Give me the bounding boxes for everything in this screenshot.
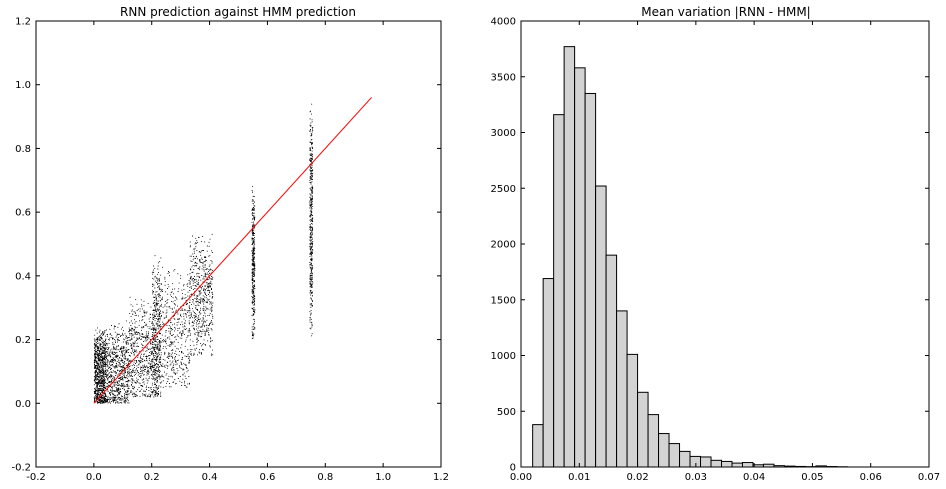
y-tick-label: 3000 — [491, 128, 516, 139]
y-tick-label: 3500 — [491, 72, 516, 83]
x-tick-label: 0.03 — [685, 472, 707, 483]
histogram-bar — [595, 185, 607, 468]
scatter-axes: -0.2 0.0 0.2 0.4 0.6 0.8 1.0 1.2 -0.2 0.0 0.2 0.4 0.… — [11, 17, 448, 484]
histogram-bar — [741, 462, 754, 468]
y-tick-label: 2000 — [491, 240, 516, 251]
x-tick-label: -0.2 — [26, 472, 46, 483]
x-tick-label: 0.06 — [860, 472, 882, 483]
x-tick-label: 0.01 — [568, 472, 590, 483]
y-tick-label: 0.8 — [15, 144, 31, 155]
histogram-bar — [700, 456, 712, 468]
histogram-bar — [553, 114, 565, 468]
scatter-plot-frame — [35, 20, 442, 468]
x-tick-label: 0.6 — [259, 472, 275, 483]
x-tick-label: 0.8 — [317, 472, 333, 483]
y-tick-label: 0.0 — [15, 399, 31, 410]
x-tick-label: 0.2 — [144, 472, 160, 483]
histogram-bar — [542, 278, 555, 468]
x-tick-label: 0.07 — [918, 472, 940, 483]
histogram-bar — [563, 46, 576, 468]
histogram-axes: 0.00 0.01 0.02 0.03 0.04 0.05 0.06 0.07 0 500 1000… — [491, 17, 941, 484]
histogram-bar — [616, 310, 628, 468]
histogram-bar — [626, 353, 639, 468]
x-tick-label: 0.00 — [510, 472, 532, 483]
y-tick-label: 500 — [497, 407, 516, 418]
y-tick-label: 1000 — [491, 351, 516, 362]
reference-line-group — [93, 97, 372, 404]
histogram-bar — [584, 92, 597, 468]
histogram-plot-frame — [520, 20, 930, 468]
y-tick-label: 0.4 — [15, 271, 31, 282]
histogram-panel: Mean variation |RNN - HMM| 0.00 0.01 0.02 0… — [491, 5, 941, 483]
y-tick-label: 0.6 — [15, 208, 31, 219]
histogram-bars — [532, 46, 848, 468]
x-tick-label: 1.2 — [433, 472, 449, 483]
y-tick-label: 4000 — [491, 17, 516, 28]
y-tick-label: 2500 — [491, 184, 516, 195]
histogram-bar — [647, 414, 660, 468]
y-tick-label: 0.2 — [15, 335, 31, 346]
x-tick-label: 0.0 — [86, 472, 102, 483]
scatter-panel: RNN prediction against HMM prediction -0… — [11, 5, 448, 483]
histogram-bar — [679, 450, 691, 468]
y-tick-label: 0 — [510, 463, 516, 474]
y-tick-label: -0.2 — [11, 463, 31, 474]
histogram-bar — [689, 455, 702, 468]
scatter-points — [93, 103, 314, 404]
y-tick-label: 1.0 — [15, 80, 31, 91]
histogram-title: Mean variation |RNN - HMM| — [641, 5, 810, 19]
histogram-bar — [668, 443, 681, 468]
reference-line — [93, 97, 372, 404]
histogram-bar — [532, 424, 544, 468]
histogram-bar — [658, 433, 670, 468]
x-tick-label: 0.4 — [202, 472, 218, 483]
histogram-bar — [637, 391, 649, 468]
scatter-title: RNN prediction against HMM prediction — [120, 5, 356, 19]
x-tick-label: 0.02 — [626, 472, 648, 483]
histogram-bar — [574, 67, 586, 468]
histogram-bar — [721, 460, 733, 468]
x-tick-label: 0.05 — [801, 472, 823, 483]
histogram-bar — [605, 254, 618, 468]
histogram-bar — [731, 462, 743, 468]
scatter-point-cloud — [93, 103, 314, 404]
y-tick-label: 1500 — [491, 295, 516, 306]
y-tick-label: 1.2 — [15, 17, 31, 28]
histogram-bar — [710, 459, 723, 468]
x-tick-label: 1.0 — [375, 472, 391, 483]
x-tick-label: 0.04 — [743, 472, 765, 483]
